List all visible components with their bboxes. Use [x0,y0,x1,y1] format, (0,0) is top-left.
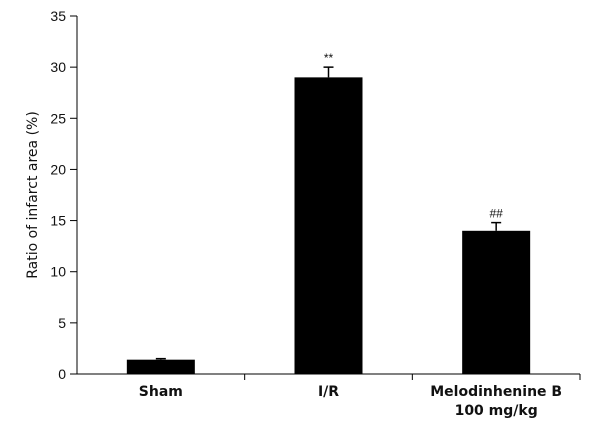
x-tick-label: I/R [318,384,339,400]
bars: ** ## [126,51,531,374]
x-tick-label: Melodinhenine B [430,384,562,400]
bar [126,359,195,374]
y-tick-label: 35 [50,8,66,24]
x-tick-label: Sham [139,384,183,400]
x-tick-label: 100 mg/kg [455,403,538,419]
y-tick-label: 25 [50,110,66,126]
bar [294,77,363,374]
y-tick-label: 30 [50,59,66,75]
y-tick-label: 20 [50,161,66,177]
y-tick-label: 5 [58,315,66,331]
bar [462,230,531,374]
y-tick-label: 15 [50,213,66,229]
significance-label: ** [324,51,334,65]
significance-label: ## [489,207,503,221]
y-axis-title: Ratio of infarct area (%) [25,111,41,279]
y-axis: 0 5 10 15 20 25 30 35 [50,8,78,382]
y-tick-label: 10 [50,264,66,280]
x-axis: Sham I/R Melodinhenine B 100 mg/kg [77,373,581,419]
y-tick-label: 0 [58,366,66,382]
